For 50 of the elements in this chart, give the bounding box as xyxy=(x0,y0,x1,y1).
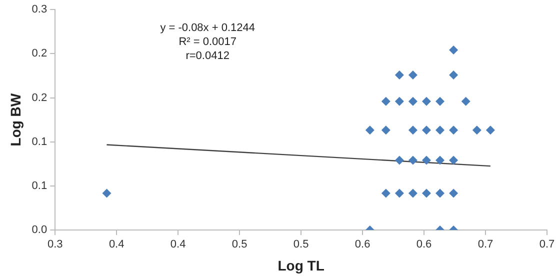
point xyxy=(381,188,390,198)
y-tick-label: 0.3 xyxy=(32,4,48,16)
x-tick-label: 0.7 xyxy=(539,238,555,251)
point xyxy=(436,126,445,135)
y-tick-label: 0.1 xyxy=(32,136,48,148)
point xyxy=(449,126,458,135)
point xyxy=(422,96,431,106)
point xyxy=(436,188,445,198)
point xyxy=(436,96,445,106)
x-tick-label: 0.5 xyxy=(293,238,309,251)
x-tick-label: 0.6 xyxy=(354,238,370,251)
point xyxy=(449,156,458,165)
point xyxy=(472,126,482,135)
point xyxy=(408,156,418,165)
point xyxy=(408,70,418,80)
point xyxy=(422,156,431,165)
point xyxy=(381,126,390,135)
point xyxy=(102,188,112,198)
point xyxy=(394,156,404,165)
point xyxy=(422,126,431,135)
point xyxy=(394,96,404,106)
point xyxy=(365,126,374,135)
y-tick-label: 0.2 xyxy=(32,48,48,60)
point xyxy=(408,96,418,106)
y-tick-label: 0.1 xyxy=(32,180,48,192)
x-tick-label: 0.7 xyxy=(478,238,494,251)
x-tick-label: 0.4 xyxy=(170,238,186,251)
annotation: y = -0.08x + 0.1244 xyxy=(160,22,255,34)
x-tick-label: 0.4 xyxy=(108,238,124,251)
y-tick-label: 0.0 xyxy=(32,224,48,236)
x-tick-label: 0.6 xyxy=(416,238,432,251)
point xyxy=(449,70,458,80)
point xyxy=(408,126,418,135)
point xyxy=(394,70,404,80)
x-tick-label: 0.5 xyxy=(232,238,248,251)
point xyxy=(449,46,458,55)
annotation: R² = 0.0017 xyxy=(178,36,236,48)
point xyxy=(486,126,495,135)
annotation: r=0.0412 xyxy=(186,50,230,62)
point xyxy=(381,96,390,106)
point xyxy=(436,156,445,165)
point xyxy=(422,188,431,198)
y-axis-title: Log BW xyxy=(7,92,24,146)
y-tick-label: 0.2 xyxy=(32,92,48,104)
point xyxy=(449,188,458,198)
point xyxy=(408,188,418,198)
point xyxy=(461,96,470,106)
x-axis-title: Log TL xyxy=(278,257,325,274)
point xyxy=(394,188,404,198)
x-tick-label: 0.3 xyxy=(47,238,63,251)
